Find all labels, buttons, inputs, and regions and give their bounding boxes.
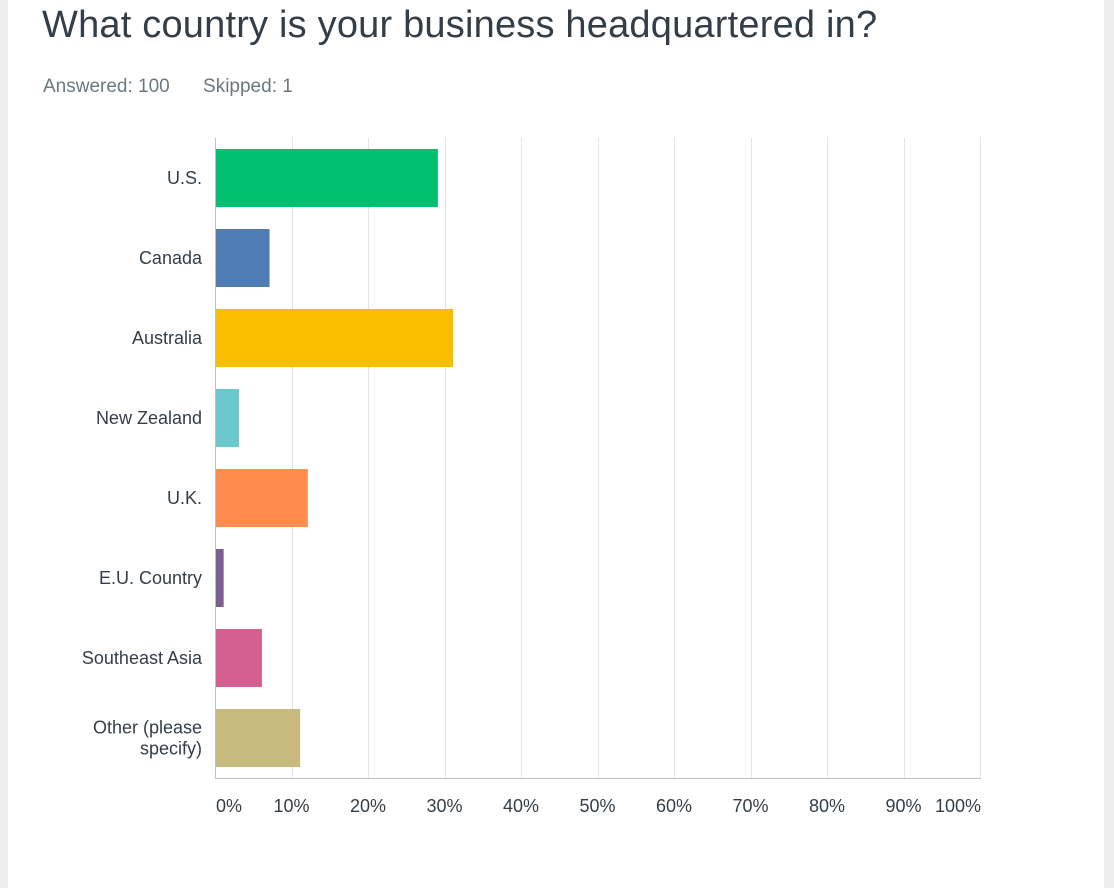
x-tick-label-60: 60% bbox=[656, 796, 692, 816]
bar-5 bbox=[216, 549, 224, 607]
bar-6 bbox=[216, 629, 262, 687]
x-tick-label-50: 50% bbox=[579, 796, 615, 816]
category-label-6: Southeast Asia bbox=[82, 648, 203, 668]
category-label-0: U.S. bbox=[167, 168, 202, 188]
skipped-count: Skipped: 1 bbox=[203, 76, 293, 97]
bar-4 bbox=[216, 469, 308, 527]
bar-2 bbox=[216, 309, 454, 367]
x-tick-label-90: 90% bbox=[885, 796, 921, 816]
x-tick-label-40: 40% bbox=[503, 796, 539, 816]
x-tick-label-30: 30% bbox=[426, 796, 462, 816]
x-tick-label-0: 0% bbox=[216, 796, 242, 816]
category-label-7-line-0: Other (please bbox=[93, 718, 202, 738]
answered-count: Answered: 100 bbox=[43, 76, 170, 97]
category-label-4: U.K. bbox=[167, 488, 202, 508]
category-label-7-line-1: specify) bbox=[140, 739, 202, 759]
category-label-1: Canada bbox=[139, 248, 203, 268]
bar-3 bbox=[216, 389, 239, 447]
bar-1 bbox=[216, 229, 270, 287]
category-label-3: New Zealand bbox=[96, 408, 202, 428]
x-tick-label-20: 20% bbox=[350, 796, 386, 816]
category-label-5: E.U. Country bbox=[99, 568, 202, 588]
x-tick-label-100: 100% bbox=[935, 796, 981, 816]
response-stats: Answered: 100 Skipped: 1 bbox=[43, 76, 293, 98]
x-tick-label-10: 10% bbox=[273, 796, 309, 816]
x-tick-label-70: 70% bbox=[732, 796, 768, 816]
bar-7 bbox=[216, 709, 301, 767]
bar-0 bbox=[216, 149, 438, 207]
category-label-2: Australia bbox=[132, 328, 203, 348]
question-title: What country is your business headquarte… bbox=[42, 4, 878, 46]
question-card: What country is your business headquarte… bbox=[8, 0, 1104, 888]
x-tick-label-80: 80% bbox=[809, 796, 845, 816]
